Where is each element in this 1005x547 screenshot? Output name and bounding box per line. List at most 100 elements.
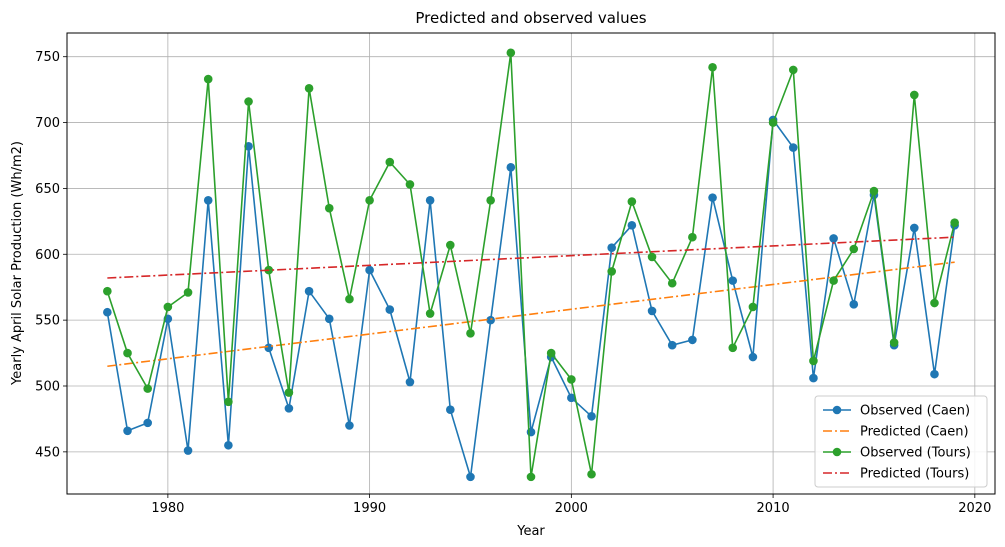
y-tick-label: 750	[35, 50, 60, 65]
data-point-observed-caen	[728, 276, 738, 285]
y-tick-label: 600	[35, 248, 60, 263]
data-point-observed-tours	[304, 84, 314, 93]
data-point-observed-tours	[849, 244, 859, 254]
data-point-observed-caen	[365, 265, 374, 275]
data-point-observed-caen	[405, 377, 415, 387]
data-point-observed-caen	[385, 305, 395, 314]
grid	[67, 33, 995, 494]
legend-marker	[832, 405, 842, 415]
x-tick-label: 2020	[958, 501, 991, 516]
data-point-observed-caen	[667, 340, 677, 350]
data-point-observed-caen	[224, 440, 233, 450]
data-point-observed-tours	[365, 195, 374, 205]
data-point-observed-tours	[869, 186, 879, 196]
trend-line-predicted-tours	[107, 236, 955, 279]
y-tick-label: 700	[35, 116, 60, 131]
data-point-observed-caen	[788, 143, 798, 152]
data-point-observed-caen	[567, 393, 576, 403]
data-point-observed-tours	[244, 97, 253, 106]
data-point-observed-tours	[345, 294, 354, 304]
data-point-observed-tours	[587, 469, 596, 479]
data-point-observed-tours	[748, 302, 758, 312]
data-point-observed-tours	[889, 338, 899, 347]
data-point-observed-caen	[345, 421, 354, 430]
data-point-observed-tours	[446, 240, 455, 250]
data-point-observed-tours	[284, 388, 294, 397]
x-axis: 1980 1990 2000 2010 2020	[151, 494, 991, 516]
data-point-observed-tours	[526, 472, 536, 482]
data-point-observed-tours	[607, 267, 616, 276]
data-point-observed-caen	[183, 446, 193, 455]
data-point-observed-caen	[304, 286, 314, 296]
series-observed-caen	[103, 115, 959, 482]
data-point-observed-caen	[103, 307, 112, 317]
data-point-observed-caen	[506, 163, 516, 172]
data-point-observed-caen	[486, 315, 495, 325]
legend-marker	[832, 447, 842, 457]
series-predicted-tours	[107, 236, 955, 279]
data-point-observed-caen	[748, 352, 758, 362]
data-point-observed-caen	[809, 373, 818, 383]
data-point-observed-caen	[203, 195, 213, 205]
data-point-observed-tours	[466, 329, 475, 338]
y-axis: 450 500 550 600 650 700 750	[35, 50, 67, 460]
data-point-observed-tours	[203, 74, 213, 84]
y-tick-label: 450	[35, 445, 60, 460]
data-point-observed-caen	[587, 411, 596, 421]
series-observed-tours	[103, 48, 959, 482]
data-point-observed-tours	[708, 62, 717, 72]
data-point-observed-tours	[405, 180, 415, 189]
data-point-observed-tours	[506, 48, 516, 58]
data-point-observed-caen	[446, 405, 455, 415]
data-point-observed-tours	[385, 157, 395, 167]
data-point-observed-tours	[324, 203, 334, 213]
data-point-observed-tours	[930, 298, 939, 308]
y-axis-label: Yearly April Solar Production (Wh/m2)	[10, 141, 25, 386]
trend-line-predicted-caen	[107, 261, 955, 368]
data-point-observed-caen	[425, 195, 435, 205]
data-point-observed-tours	[567, 375, 576, 384]
data-point-observed-caen	[466, 472, 475, 482]
plot-frame	[66, 32, 996, 495]
chart-title: Predicted and observed values	[415, 9, 646, 27]
y-tick-label: 550	[35, 314, 60, 329]
data-point-observed-tours	[788, 65, 798, 75]
data-point-observed-tours	[647, 252, 657, 262]
data-point-observed-tours	[627, 197, 637, 206]
data-point-observed-caen	[930, 369, 939, 379]
x-tick-label: 2000	[555, 501, 588, 516]
data-point-observed-caen	[143, 418, 152, 428]
data-point-observed-caen	[607, 243, 616, 252]
data-point-observed-caen	[849, 300, 859, 309]
legend-label: Predicted (Caen)	[860, 425, 969, 440]
data-point-observed-tours	[809, 356, 818, 366]
data-point-observed-tours	[123, 348, 132, 358]
data-point-observed-tours	[183, 288, 193, 297]
legend-box	[814, 395, 988, 488]
data-point-observed-tours	[768, 118, 778, 127]
data-point-observed-caen	[284, 404, 294, 413]
data-point-observed-tours	[688, 232, 697, 242]
data-point-observed-caen	[647, 306, 657, 316]
series-predicted-caen	[107, 261, 955, 368]
data-point-observed-caen	[829, 234, 838, 243]
data-point-observed-caen	[324, 314, 334, 324]
legend-label: Observed (Tours)	[860, 446, 971, 461]
data-point-observed-caen	[688, 335, 697, 345]
data-point-observed-tours	[486, 195, 495, 205]
x-axis-label: Year	[516, 524, 545, 539]
legend-label: Predicted (Tours)	[860, 467, 969, 482]
y-tick-label: 650	[35, 182, 60, 197]
data-point-observed-tours	[910, 90, 919, 100]
data-point-observed-caen	[627, 221, 637, 230]
data-point-observed-tours	[728, 343, 738, 353]
data-point-observed-caen	[264, 343, 274, 353]
data-point-observed-caen	[708, 193, 717, 202]
x-tick-label: 1990	[353, 501, 386, 516]
data-point-observed-caen	[123, 426, 132, 436]
data-point-observed-tours	[143, 384, 152, 393]
data-point-observed-tours	[103, 286, 112, 296]
x-tick-label: 2010	[757, 501, 790, 516]
legend: Observed (Caen) Predicted (Caen) Observed …	[814, 395, 988, 488]
